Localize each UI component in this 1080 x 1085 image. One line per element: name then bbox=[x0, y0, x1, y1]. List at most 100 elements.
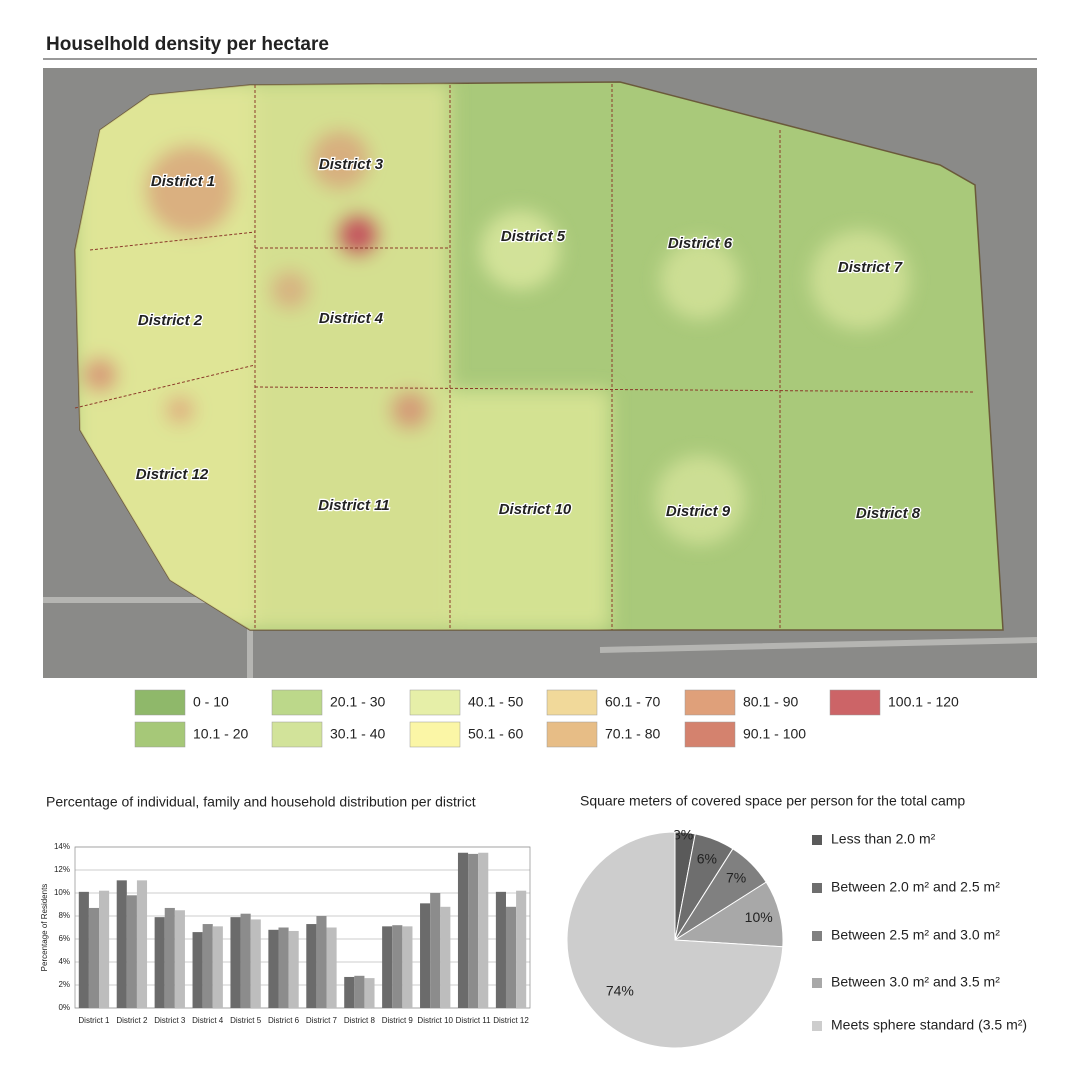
bar bbox=[268, 929, 279, 1008]
legend-label: 100.1 - 120 bbox=[888, 694, 959, 710]
bar bbox=[392, 925, 403, 1008]
pie-chart-title: Square meters of covered space per perso… bbox=[580, 793, 965, 809]
x-tick-label: District 8 bbox=[344, 1016, 376, 1025]
x-tick-label: District 6 bbox=[268, 1016, 300, 1025]
legend-label: 50.1 - 60 bbox=[468, 726, 523, 742]
pie-value-label: 10% bbox=[745, 909, 773, 925]
bar bbox=[495, 891, 506, 1008]
bar bbox=[402, 926, 413, 1008]
pie-legend-label: Meets sphere standard (3.5 m²) bbox=[831, 1017, 1027, 1033]
x-tick-label: District 1 bbox=[78, 1016, 110, 1025]
bar bbox=[326, 927, 337, 1008]
x-tick-label: District 9 bbox=[382, 1016, 414, 1025]
y-axis-label: Percentage of Residents bbox=[40, 884, 49, 972]
legend-label: 60.1 - 70 bbox=[605, 694, 660, 710]
district-label: District 4 bbox=[319, 310, 384, 327]
bar bbox=[457, 852, 469, 1008]
y-tick-label: 4% bbox=[58, 957, 70, 966]
bar bbox=[164, 907, 175, 1008]
bar bbox=[306, 924, 317, 1008]
legend-swatch bbox=[829, 689, 881, 716]
x-tick-label: District 11 bbox=[456, 1016, 492, 1025]
bar bbox=[154, 917, 165, 1008]
legend-swatch bbox=[546, 721, 598, 748]
y-tick-label: 0% bbox=[58, 1003, 70, 1012]
legend-swatch bbox=[134, 689, 186, 716]
district-label: District 3 bbox=[319, 156, 384, 173]
x-tick-label: District 3 bbox=[154, 1016, 186, 1025]
bar bbox=[250, 919, 261, 1008]
bar bbox=[478, 852, 489, 1008]
district-label: District 9 bbox=[666, 503, 731, 520]
bar-chart-title: Percentage of individual, family and hou… bbox=[46, 794, 476, 810]
y-tick-label: 2% bbox=[58, 980, 70, 989]
x-tick-label: District 7 bbox=[306, 1016, 338, 1025]
pie-value-label: 6% bbox=[697, 850, 717, 866]
bar bbox=[116, 880, 127, 1008]
x-tick-label: District 4 bbox=[192, 1016, 224, 1025]
bar bbox=[174, 910, 185, 1008]
bar bbox=[382, 926, 393, 1008]
pie-value-label: 7% bbox=[726, 870, 746, 886]
bar bbox=[516, 890, 527, 1008]
pie-legend-swatch bbox=[812, 883, 822, 893]
bar bbox=[344, 976, 355, 1008]
y-tick-label: 6% bbox=[58, 934, 70, 943]
bar bbox=[430, 893, 441, 1008]
pie-legend-label: Less than 2.0 m² bbox=[831, 831, 936, 847]
bar bbox=[420, 903, 431, 1008]
pie-legend-swatch bbox=[812, 978, 822, 988]
bar bbox=[364, 978, 375, 1008]
map: District 1 District 2 District 3 District 4… bbox=[43, 68, 1038, 678]
pie-chart: 3%6% 7% 10% 74% Less than 2.0 m² Between 2.0 … bbox=[566, 827, 1027, 1049]
pie-slice bbox=[566, 831, 784, 1049]
legend-label: 80.1 - 90 bbox=[743, 694, 798, 710]
district-label: District 11 bbox=[318, 497, 389, 514]
pie-legend-swatch bbox=[812, 835, 822, 845]
district-label: District 7 bbox=[838, 259, 903, 276]
bar bbox=[230, 917, 241, 1008]
legend-swatch bbox=[409, 721, 461, 748]
legend-label: 70.1 - 80 bbox=[605, 726, 660, 742]
bar bbox=[440, 906, 451, 1008]
bar bbox=[505, 906, 517, 1008]
page-title: Houselhold density per hectare bbox=[46, 34, 329, 55]
y-tick-label: 10% bbox=[54, 888, 70, 897]
y-tick-label: 14% bbox=[54, 842, 70, 851]
district-label: District 5 bbox=[501, 228, 566, 245]
heat-layer bbox=[75, 82, 910, 630]
bar bbox=[212, 926, 223, 1008]
x-tick-label: District 5 bbox=[230, 1016, 262, 1025]
legend-label: 20.1 - 30 bbox=[330, 694, 385, 710]
legend-label: 30.1 - 40 bbox=[330, 726, 385, 742]
bar bbox=[126, 895, 137, 1008]
plot-frame bbox=[74, 846, 531, 1009]
bar bbox=[136, 880, 148, 1008]
bar bbox=[468, 853, 479, 1008]
legend-label: 90.1 - 100 bbox=[743, 726, 806, 742]
bar bbox=[354, 975, 365, 1008]
map-legend: 0 - 10 10.1 - 20 20.1 - 30 30.1 - 40 40.1 - … bbox=[134, 689, 959, 748]
bar bbox=[88, 907, 100, 1008]
bar bbox=[78, 891, 89, 1008]
pie-legend-label: Between 2.5 m² and 3.0 m² bbox=[831, 927, 1000, 943]
pie-legend-swatch bbox=[812, 931, 822, 941]
district-label: District 8 bbox=[856, 505, 921, 522]
bar bbox=[278, 927, 289, 1008]
pie-value-label: 74% bbox=[606, 982, 634, 998]
legend-swatch bbox=[684, 689, 736, 716]
x-tick-label: District 2 bbox=[116, 1016, 148, 1025]
district-boundaries bbox=[74, 84, 976, 630]
legend-swatch bbox=[684, 721, 736, 748]
legend-swatch bbox=[409, 689, 461, 716]
district-label: District 1 bbox=[151, 173, 215, 190]
pie-legend-swatch bbox=[812, 1021, 822, 1031]
bar bbox=[202, 924, 213, 1008]
legend-swatch bbox=[271, 689, 323, 716]
district-label: District 12 bbox=[136, 466, 209, 483]
y-tick-label: 12% bbox=[54, 865, 70, 874]
bar bbox=[240, 913, 251, 1008]
bar-chart: Percentage of Residents 0% 2% 4% 6% 8% 10% 12% 1… bbox=[40, 842, 531, 1025]
district-labels: District 1 District 2 District 3 District 4… bbox=[134, 155, 922, 524]
